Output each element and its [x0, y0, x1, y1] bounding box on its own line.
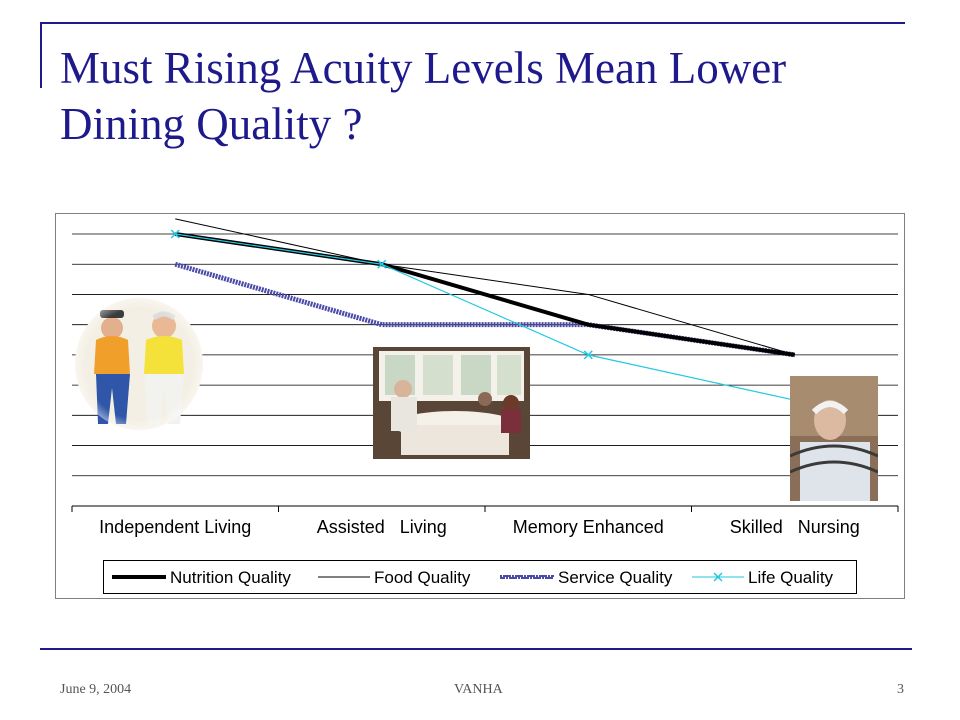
axis-layer [71, 505, 899, 512]
footer-date: June 9, 2004 [60, 682, 132, 697]
series-line [175, 233, 795, 401]
legend-label-life: Life Quality [748, 568, 834, 587]
slide-title: Must Rising Acuity Levels Mean Lower Din… [60, 43, 787, 149]
category-label: Skilled Nursing [730, 517, 860, 537]
legend-label-nutrition: Nutrition Quality [170, 568, 291, 587]
data-point-marker [583, 350, 593, 360]
walking-couple-photo [74, 296, 204, 431]
legend-item-nutrition-quality: Nutrition Quality [112, 568, 291, 587]
legend-label-service: Service Quality [558, 568, 673, 587]
legend-item-life-quality: Life Quality [692, 568, 834, 587]
legend-item-food-quality: Food Quality [318, 568, 471, 587]
series-layer [170, 218, 800, 405]
title-top-rule [40, 22, 905, 24]
chart-frame: Independent Living Assisted Living Memory … [55, 213, 905, 599]
series-line [175, 218, 795, 356]
category-labels: Independent Living Assisted Living Memory … [99, 517, 860, 537]
category-label: Assisted Living [317, 517, 447, 537]
dining-table-photo [373, 347, 530, 459]
page-number: 3 [897, 682, 904, 697]
title-side-rule [40, 22, 42, 88]
footer-organization: VANHA [454, 682, 503, 697]
chart-legend: Nutrition Quality Food Quality Service Q… [103, 560, 857, 594]
data-point-marker [170, 229, 180, 239]
line-chart: Independent Living Assisted Living Memory … [71, 218, 899, 537]
legend-label-food: Food Quality [374, 568, 471, 587]
data-point-marker [377, 259, 387, 269]
legend-item-service-quality: Service Quality [500, 568, 673, 587]
bedridden-patient-photo [790, 376, 878, 501]
footer-rule [40, 648, 912, 650]
category-label: Memory Enhanced [513, 517, 664, 537]
category-label: Independent Living [99, 517, 251, 537]
